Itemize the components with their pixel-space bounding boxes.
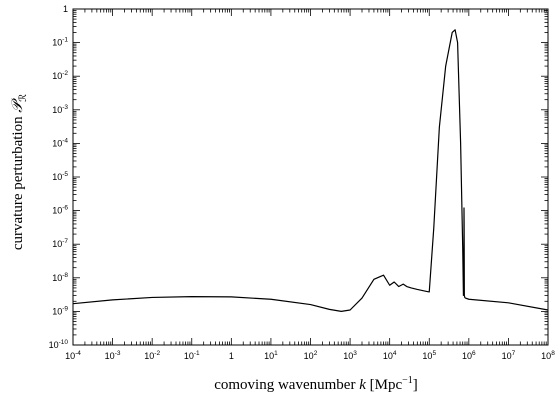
x-tick-label: 102 — [304, 350, 318, 361]
x-tick-label: 107 — [502, 350, 516, 361]
x-tick-label: 104 — [383, 350, 397, 361]
y-tick-label: 10-9 — [52, 305, 68, 316]
plot-frame — [72, 8, 549, 346]
x-tick-label: 108 — [541, 350, 555, 361]
y-tick-label: 10-1 — [52, 37, 68, 48]
y-tick-label: 10-3 — [52, 104, 68, 115]
y-axis-title: curvature perturbation 𝒫ℛ — [10, 94, 29, 250]
y-tick-label: 10-6 — [52, 205, 68, 216]
x-tick-label: 1 — [229, 351, 234, 361]
y-tick-labels: 1 10-1 10-2 10-3 10-4 10-5 10-6 10-7 10-8 10-9 10-… — [49, 4, 69, 350]
y-tick-label: 10-7 — [52, 238, 68, 249]
y-tick-label: 10-4 — [52, 137, 68, 148]
x-tick-label: 101 — [264, 350, 278, 361]
y-tick-label: 10-5 — [52, 171, 68, 182]
x-tick-label: 105 — [422, 350, 436, 361]
x-tick-label: 10-2 — [144, 350, 160, 361]
x-tick-labels: 10-4 10-3 10-2 10-1 1 101 102 103 104 105 106 107 10… — [65, 350, 555, 361]
data-line — [72, 29, 549, 312]
x-tick-label: 103 — [343, 350, 357, 361]
tick-marks — [72, 8, 549, 346]
y-tick-label: 1 — [63, 4, 68, 14]
x-tick-label: 10-3 — [105, 350, 121, 361]
x-tick-label: 106 — [462, 350, 476, 361]
y-tick-label: 10-10 — [49, 339, 69, 350]
y-tick-label: 10-8 — [52, 272, 68, 283]
x-tick-label: 10-1 — [184, 350, 200, 361]
y-tick-label: 10-2 — [52, 70, 68, 81]
x-axis-title: comoving wavenumber k [Mpc−1] — [214, 375, 418, 393]
x-tick-label: 10-4 — [65, 350, 81, 361]
